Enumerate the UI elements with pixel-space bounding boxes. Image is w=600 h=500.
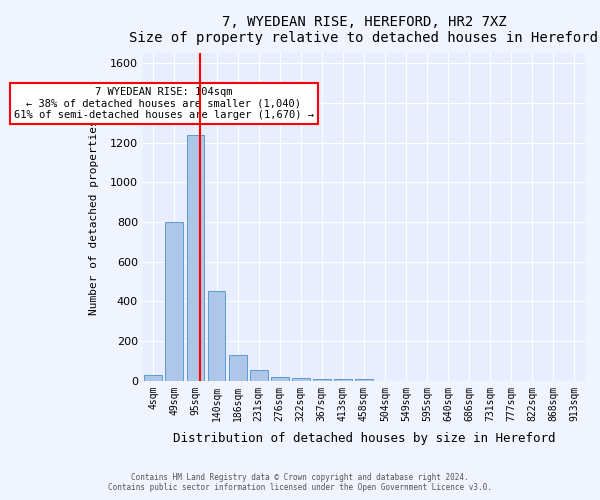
Bar [313, 379, 331, 381]
X-axis label: Distribution of detached houses by size in Hereford: Distribution of detached houses by size … [173, 432, 555, 445]
Bar [250, 370, 268, 381]
Bar [292, 378, 310, 381]
Bar [355, 379, 373, 381]
Bar [208, 292, 226, 381]
Text: 7 WYEDEAN RISE: 104sqm
← 38% of detached houses are smaller (1,040)
61% of semi-: 7 WYEDEAN RISE: 104sqm ← 38% of detached… [14, 87, 314, 120]
Title: 7, WYEDEAN RISE, HEREFORD, HR2 7XZ
Size of property relative to detached houses : 7, WYEDEAN RISE, HEREFORD, HR2 7XZ Size … [130, 15, 598, 45]
Bar [229, 355, 247, 381]
Bar [145, 375, 163, 381]
Bar [334, 379, 352, 381]
Text: Contains HM Land Registry data © Crown copyright and database right 2024.
Contai: Contains HM Land Registry data © Crown c… [108, 472, 492, 492]
Bar [166, 222, 184, 381]
Bar [271, 377, 289, 381]
Bar [187, 134, 205, 381]
Y-axis label: Number of detached properties: Number of detached properties [89, 119, 99, 315]
